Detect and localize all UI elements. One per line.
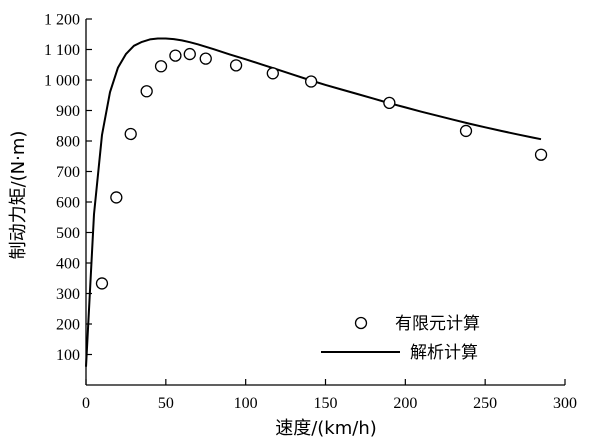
analytic-series	[85, 37, 542, 367]
fem-point	[183, 47, 196, 61]
y-tick-label: 1 200	[44, 12, 80, 29]
fem-series	[95, 47, 548, 290]
tick-marks	[85, 18, 566, 385]
analytic-line	[85, 37, 542, 367]
x-tick-label: 200	[393, 395, 417, 412]
y-tick-label: 200	[56, 317, 80, 334]
y-tick-label: 700	[56, 164, 80, 181]
x-axis-label: 速度/(km/h)	[275, 418, 377, 439]
y-tick-label: 500	[56, 225, 80, 242]
legend-label-fem: 有限元计算	[395, 314, 480, 334]
legend: 有限元计算 解析计算	[321, 314, 480, 363]
y-axis-label: 制动力矩/(N·m)	[8, 131, 29, 260]
y-tick-label: 1 000	[44, 73, 80, 90]
x-tick-label: 250	[473, 395, 497, 412]
x-tick-label: 300	[553, 395, 577, 412]
fem-point	[95, 277, 109, 290]
fem-point	[169, 49, 182, 62]
axes	[85, 19, 565, 386]
x-tick-label: 100	[234, 395, 258, 412]
tick-labels: 0 50 100 150 200 250 300 100 200 300 400 500 600 700 8…	[44, 12, 577, 413]
y-tick-label: 600	[56, 195, 80, 212]
legend-label-analytic: 解析计算	[410, 343, 478, 363]
y-tick-label: 100	[56, 347, 80, 364]
x-tick-label: 150	[314, 395, 338, 412]
fem-point	[534, 148, 548, 161]
fem-point	[266, 67, 279, 80]
fem-point	[154, 60, 168, 73]
y-tick-label: 400	[56, 256, 80, 273]
fem-point	[459, 124, 473, 138]
legend-marker-fem	[354, 316, 368, 330]
y-tick-label: 800	[56, 134, 80, 151]
fem-point	[199, 52, 212, 65]
x-tick-label: 50	[158, 395, 174, 412]
fem-point	[304, 75, 318, 88]
fem-point	[124, 127, 137, 141]
y-tick-label: 1 100	[44, 42, 80, 59]
y-tick-label: 900	[56, 103, 80, 120]
fem-point	[383, 96, 396, 110]
fem-point	[140, 85, 153, 98]
fem-point	[229, 59, 243, 72]
fem-point	[110, 191, 123, 204]
y-tick-label: 300	[56, 286, 80, 303]
x-tick-label: 0	[82, 395, 90, 412]
